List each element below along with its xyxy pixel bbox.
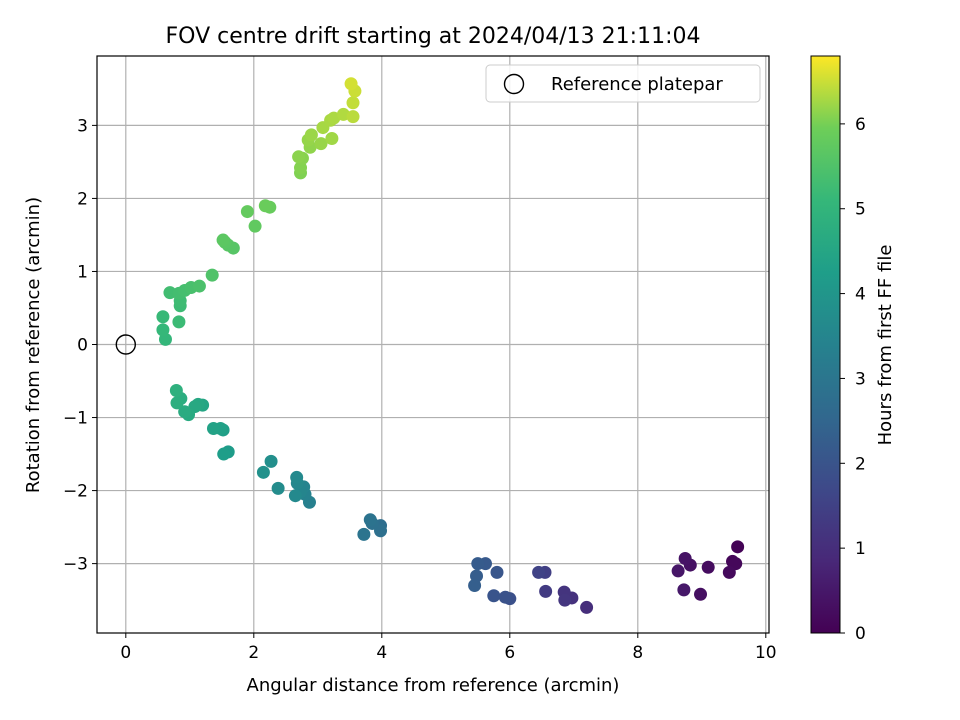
y-tick-label: 2 [77, 189, 88, 209]
data-point [731, 540, 745, 554]
data-points [115, 77, 745, 614]
data-point [357, 527, 371, 541]
data-point [532, 565, 546, 579]
data-point [490, 565, 504, 579]
data-point [170, 396, 184, 410]
x-tick-label: 0 [120, 643, 131, 663]
data-point [722, 565, 736, 579]
data-point [314, 137, 328, 151]
colorbar-tick-label: 2 [855, 454, 866, 474]
colorbar-gradient [810, 55, 841, 634]
y-tick-label: 1 [77, 262, 88, 282]
data-point [290, 470, 304, 484]
y-tick-label: −2 [63, 482, 88, 502]
legend-marker-reference [503, 73, 525, 95]
data-point [346, 110, 360, 124]
data-point [172, 315, 186, 329]
data-point [156, 310, 170, 324]
data-point [671, 564, 685, 578]
colorbar-tick-label: 5 [855, 200, 866, 220]
data-point [288, 489, 302, 503]
data-point [292, 150, 306, 164]
legend-label-reference: Reference platepar [551, 74, 723, 95]
x-tick-label: 4 [376, 643, 387, 663]
colorbar-tick-label: 6 [855, 115, 866, 135]
data-point [256, 465, 270, 479]
data-point [678, 552, 692, 566]
legend: Reference platepar [485, 64, 761, 103]
y-axis-label: Rotation from reference (arcmin) [23, 197, 44, 493]
reference-platepar-marker [115, 334, 137, 355]
data-point [217, 447, 231, 461]
data-point [156, 323, 170, 337]
data-point [206, 421, 220, 435]
legend-box [485, 64, 761, 103]
data-point [346, 96, 360, 110]
colorbar: 0 1 2 3 4 5 6 Hours from first FF file [810, 55, 896, 644]
colorbar-tick-label: 1 [855, 539, 866, 559]
data-point [271, 481, 285, 495]
x-tick-label: 2 [248, 643, 259, 663]
colorbar-tick-label: 0 [855, 624, 866, 644]
data-point [363, 513, 377, 527]
chart-title: FOV centre drift starting at 2024/04/13 … [166, 24, 701, 49]
data-point [258, 199, 272, 213]
y-tick-label: 0 [77, 336, 88, 356]
y-tick-label: 3 [77, 116, 88, 136]
data-point [471, 557, 485, 571]
data-point [498, 590, 512, 604]
data-point [539, 584, 553, 598]
y-tick-label: −3 [63, 555, 88, 575]
data-point [694, 587, 708, 601]
data-point [205, 268, 219, 282]
colorbar-ticks: 0 1 2 3 4 5 6 [840, 115, 866, 644]
x-tick-label: 8 [632, 643, 643, 663]
data-point [169, 384, 183, 398]
x-tick-label: 10 [755, 643, 777, 663]
data-point [487, 589, 501, 603]
grid-lines [97, 56, 769, 633]
x-tick-label: 6 [504, 643, 515, 663]
data-point [192, 279, 206, 293]
x-axis-label: Angular distance from reference (arcmin) [247, 675, 620, 696]
data-point [264, 454, 278, 468]
data-point [344, 77, 358, 91]
data-point [240, 205, 254, 219]
data-point [580, 600, 594, 614]
x-axis-ticks: 0 2 4 6 8 10 [120, 633, 777, 663]
colorbar-tick-label: 3 [855, 369, 866, 389]
data-point [325, 132, 339, 146]
data-point [558, 593, 572, 607]
data-point [468, 579, 482, 593]
data-point [677, 583, 691, 597]
data-point [248, 219, 262, 233]
y-axis-ticks: −3 −2 −1 0 1 2 3 [63, 116, 97, 575]
colorbar-label: Hours from first FF file [875, 245, 896, 446]
data-point [304, 128, 318, 142]
colorbar-tick-label: 4 [855, 285, 866, 305]
data-point [701, 560, 715, 574]
data-point [178, 405, 192, 419]
y-tick-label: −1 [63, 409, 88, 429]
data-point [216, 233, 230, 247]
